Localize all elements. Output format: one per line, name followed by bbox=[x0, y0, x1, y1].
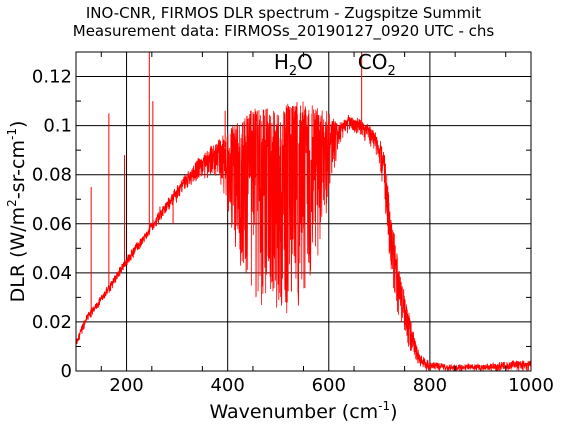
x-tick-label: 400 bbox=[210, 375, 244, 396]
x-tick-label: 1000 bbox=[508, 375, 554, 396]
y-tick-label: 0.04 bbox=[32, 263, 72, 284]
x-axis-label: Wavenumber (cm-1) bbox=[209, 399, 397, 423]
y-axis-label: DLR (W/m2-sr-cm-1) bbox=[5, 121, 29, 303]
y-tick-label: 0.08 bbox=[32, 165, 72, 186]
y-tick-label: 0.12 bbox=[32, 67, 72, 88]
x-tick-label: 800 bbox=[413, 375, 447, 396]
band-annotation: CO2 bbox=[358, 50, 396, 79]
axis-ticks: 200 400 600 800 1000 0 0.02 0.04 0.06 0.08 0.1 0.12 bbox=[32, 52, 554, 396]
x-tick-label: 200 bbox=[109, 375, 143, 396]
y-tick-label: 0.06 bbox=[32, 214, 72, 235]
spectrum-line bbox=[76, 101, 531, 371]
y-tick-label: 0.1 bbox=[43, 116, 72, 137]
band-annotation: H2O bbox=[274, 50, 313, 79]
data-layer bbox=[76, 52, 531, 371]
axis-labels: Wavenumber (cm-1) DLR (W/m2-sr-cm-1) H2O CO… bbox=[5, 50, 398, 423]
chart-subtitle: Measurement data: FIRMOSs_20190127_0920 … bbox=[72, 22, 495, 40]
chart-title: INO-CNR, FIRMOS DLR spectrum - Zugspitze… bbox=[85, 4, 482, 22]
y-tick-label: 0 bbox=[61, 361, 72, 382]
y-tick-label: 0.02 bbox=[32, 312, 72, 333]
x-tick-label: 600 bbox=[312, 375, 346, 396]
